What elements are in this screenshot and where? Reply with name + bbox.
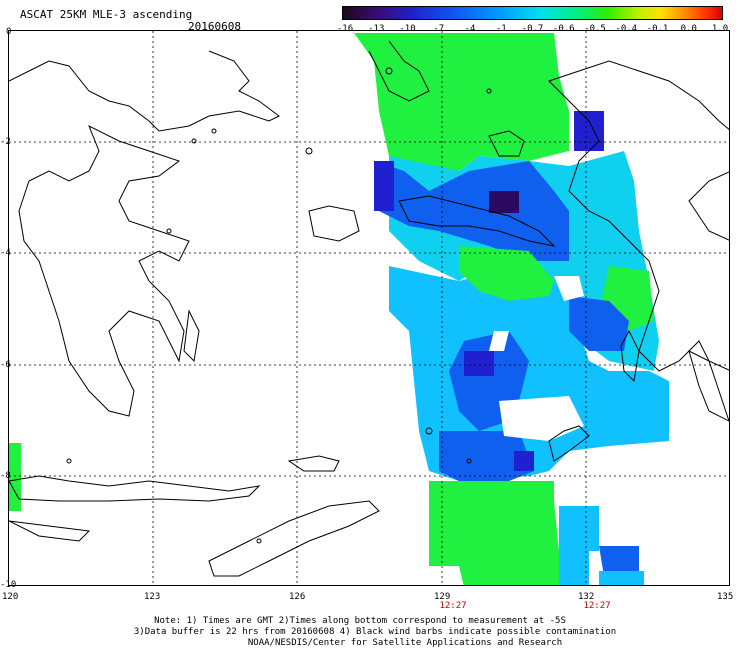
- measurement-time-1: 12:27: [439, 601, 467, 611]
- color-scale-label: -13: [368, 24, 385, 34]
- swath-green-patch-mid: [459, 246, 554, 301]
- island-3: [166, 228, 172, 234]
- measurement-time-2: 12:27: [583, 601, 611, 611]
- coastline-north-sulawesi: [9, 50, 280, 132]
- color-scale-label: 1.0: [711, 24, 729, 34]
- lat-label-0: 0: [6, 27, 12, 37]
- footer-note-line1: Note: 1) Times are GMT 2)Times along bot…: [154, 616, 566, 626]
- swath-gap-2: [554, 276, 584, 301]
- color-scale-label: -16: [336, 24, 354, 34]
- swath-darkblue-north: [574, 111, 604, 151]
- lon-label-120: 120: [2, 592, 19, 602]
- island-4: [425, 427, 433, 435]
- coastline-sumba: [9, 520, 91, 542]
- small-islands: [66, 67, 492, 544]
- wind-swath: [9, 33, 669, 585]
- lon-label-135: 135: [717, 592, 734, 602]
- color-scale-bar: [342, 6, 723, 20]
- swath-darkblue-cell: [464, 351, 494, 376]
- footer-note-line2: 3)Data buffer is 22 hrs from 20160608 4)…: [133, 627, 617, 637]
- map-panel: [8, 30, 730, 586]
- coastline-sula: [308, 205, 360, 242]
- color-scale-label: 0.0: [680, 24, 697, 34]
- island-10: [305, 147, 313, 155]
- lat-label-2: -2: [0, 137, 11, 147]
- lon-label-123: 123: [144, 592, 161, 602]
- island-8: [256, 538, 262, 544]
- island-7: [486, 88, 492, 94]
- swath-darkblue-west: [374, 161, 394, 211]
- swath-blue-southeast: [599, 546, 639, 576]
- island-5: [466, 458, 472, 464]
- color-scale-label: -0.1: [646, 24, 669, 34]
- coastline-flores: [9, 475, 261, 502]
- swath-blue-east: [569, 296, 629, 351]
- map-canvas: [9, 31, 729, 585]
- swath-darkblue-cell-2: [514, 451, 534, 471]
- lat-lon-grid: [9, 31, 729, 585]
- swath-lightblue-corner: [599, 571, 644, 585]
- coastline-buton: [183, 309, 200, 363]
- coastline-wetar: [287, 455, 340, 472]
- swath-blue-band: [374, 161, 569, 261]
- lat-label-6: -6: [0, 360, 11, 370]
- lon-label-129: 129: [434, 592, 451, 602]
- island-6: [385, 67, 393, 75]
- coastline-sulawesi-east: [18, 124, 190, 417]
- coastlines: [9, 40, 729, 577]
- coastline-kai-east: [688, 350, 729, 422]
- lat-label-10: -10: [0, 580, 17, 590]
- coastline-new-guinea: [548, 60, 729, 372]
- color-scale-label: -0.4: [615, 24, 638, 34]
- coastline-seram: [398, 195, 556, 247]
- lat-label-4: -4: [0, 248, 11, 258]
- coastline-tanimbar: [548, 425, 590, 462]
- product-date: 20160608: [188, 20, 241, 33]
- lat-label-8: -8: [0, 471, 11, 481]
- color-scale-label: -7: [433, 24, 445, 34]
- lon-label-126: 126: [289, 592, 306, 602]
- swath-green-west-edge: [9, 443, 21, 511]
- color-scale-label: -0.7: [521, 24, 544, 34]
- swath-upper-green: [354, 33, 569, 171]
- swath-gap-1: [489, 331, 509, 351]
- coastline-aru: [620, 329, 640, 383]
- swath-violet-cell: [489, 191, 519, 213]
- color-scale-label: -0.6: [552, 24, 575, 34]
- island-9: [66, 458, 72, 464]
- swath-lightblue-middle: [389, 266, 669, 481]
- color-scale-label: -10: [399, 24, 416, 34]
- color-scale-label: -0.5: [584, 24, 606, 34]
- color-scale-label: -1: [495, 24, 507, 34]
- coastline-halmahera: [368, 40, 430, 102]
- swath-lightblue-southeast: [559, 506, 599, 585]
- swath-gap-3: [499, 396, 584, 441]
- color-scale-label: -4: [464, 24, 476, 34]
- lon-label-132: 132: [578, 592, 595, 602]
- island-2: [191, 138, 197, 144]
- swath-blue-lower-mid: [439, 431, 534, 481]
- swath-green-lower: [429, 481, 559, 585]
- coastline-buru: [488, 130, 525, 157]
- product-title: ASCAT 25KM MLE-3 ascending: [20, 8, 193, 21]
- island-1: [211, 128, 217, 134]
- footer-credit: NOAA/NESDIS/Center for Satellite Applica…: [247, 638, 563, 648]
- coastline-timor: [208, 500, 380, 577]
